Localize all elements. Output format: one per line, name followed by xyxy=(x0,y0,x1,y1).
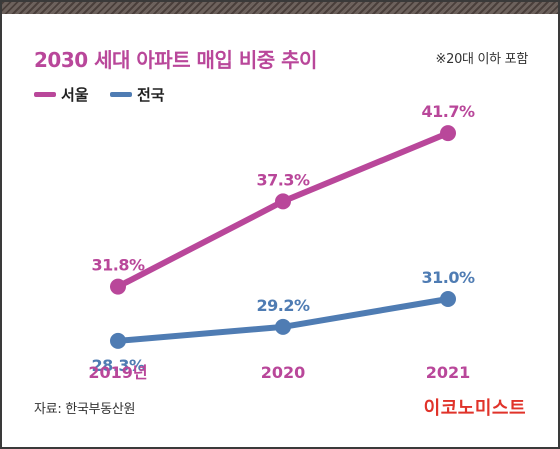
data-point-seoul-2 xyxy=(440,125,456,142)
legend-item-national: 전국 xyxy=(110,84,165,104)
data-point-seoul-1 xyxy=(275,193,291,210)
data-point-national-2 xyxy=(440,291,456,307)
data-label-seoul-2: 41.7% xyxy=(421,102,474,121)
chart-note: ※20대 이하 포함 xyxy=(435,52,529,67)
data-label-national-0: 28.3% xyxy=(91,356,144,375)
data-label-national-2: 31.0% xyxy=(421,268,474,287)
header-stripe xyxy=(2,2,558,14)
source-note: 자료: 한국부동산원 xyxy=(34,402,136,417)
data-label-seoul-0: 31.8% xyxy=(91,256,144,275)
chart-title: 2030 세대 아파트 매입 비중 추이 xyxy=(34,48,317,72)
data-point-national-1 xyxy=(275,318,291,335)
legend-label-seoul: 서울 xyxy=(61,85,89,104)
legend-swatch-seoul xyxy=(34,91,56,97)
legend-swatch-national xyxy=(110,91,132,97)
brand-logo: 이코노미스트 xyxy=(423,398,526,419)
data-label-seoul-1: 37.3% xyxy=(256,170,309,189)
series-line-seoul xyxy=(115,130,451,290)
x-tick-label-2: 2021 xyxy=(426,363,471,382)
data-point-national-0 xyxy=(110,332,126,349)
x-tick-label-1: 2020 xyxy=(261,363,306,382)
x-tick-label-0: 2019년 xyxy=(88,363,147,382)
data-point-seoul-0 xyxy=(110,278,126,295)
legend-item-seoul: 서울 xyxy=(34,84,89,104)
legend-label-national: 전국 xyxy=(137,85,165,104)
data-label-national-1: 29.2% xyxy=(256,296,309,315)
